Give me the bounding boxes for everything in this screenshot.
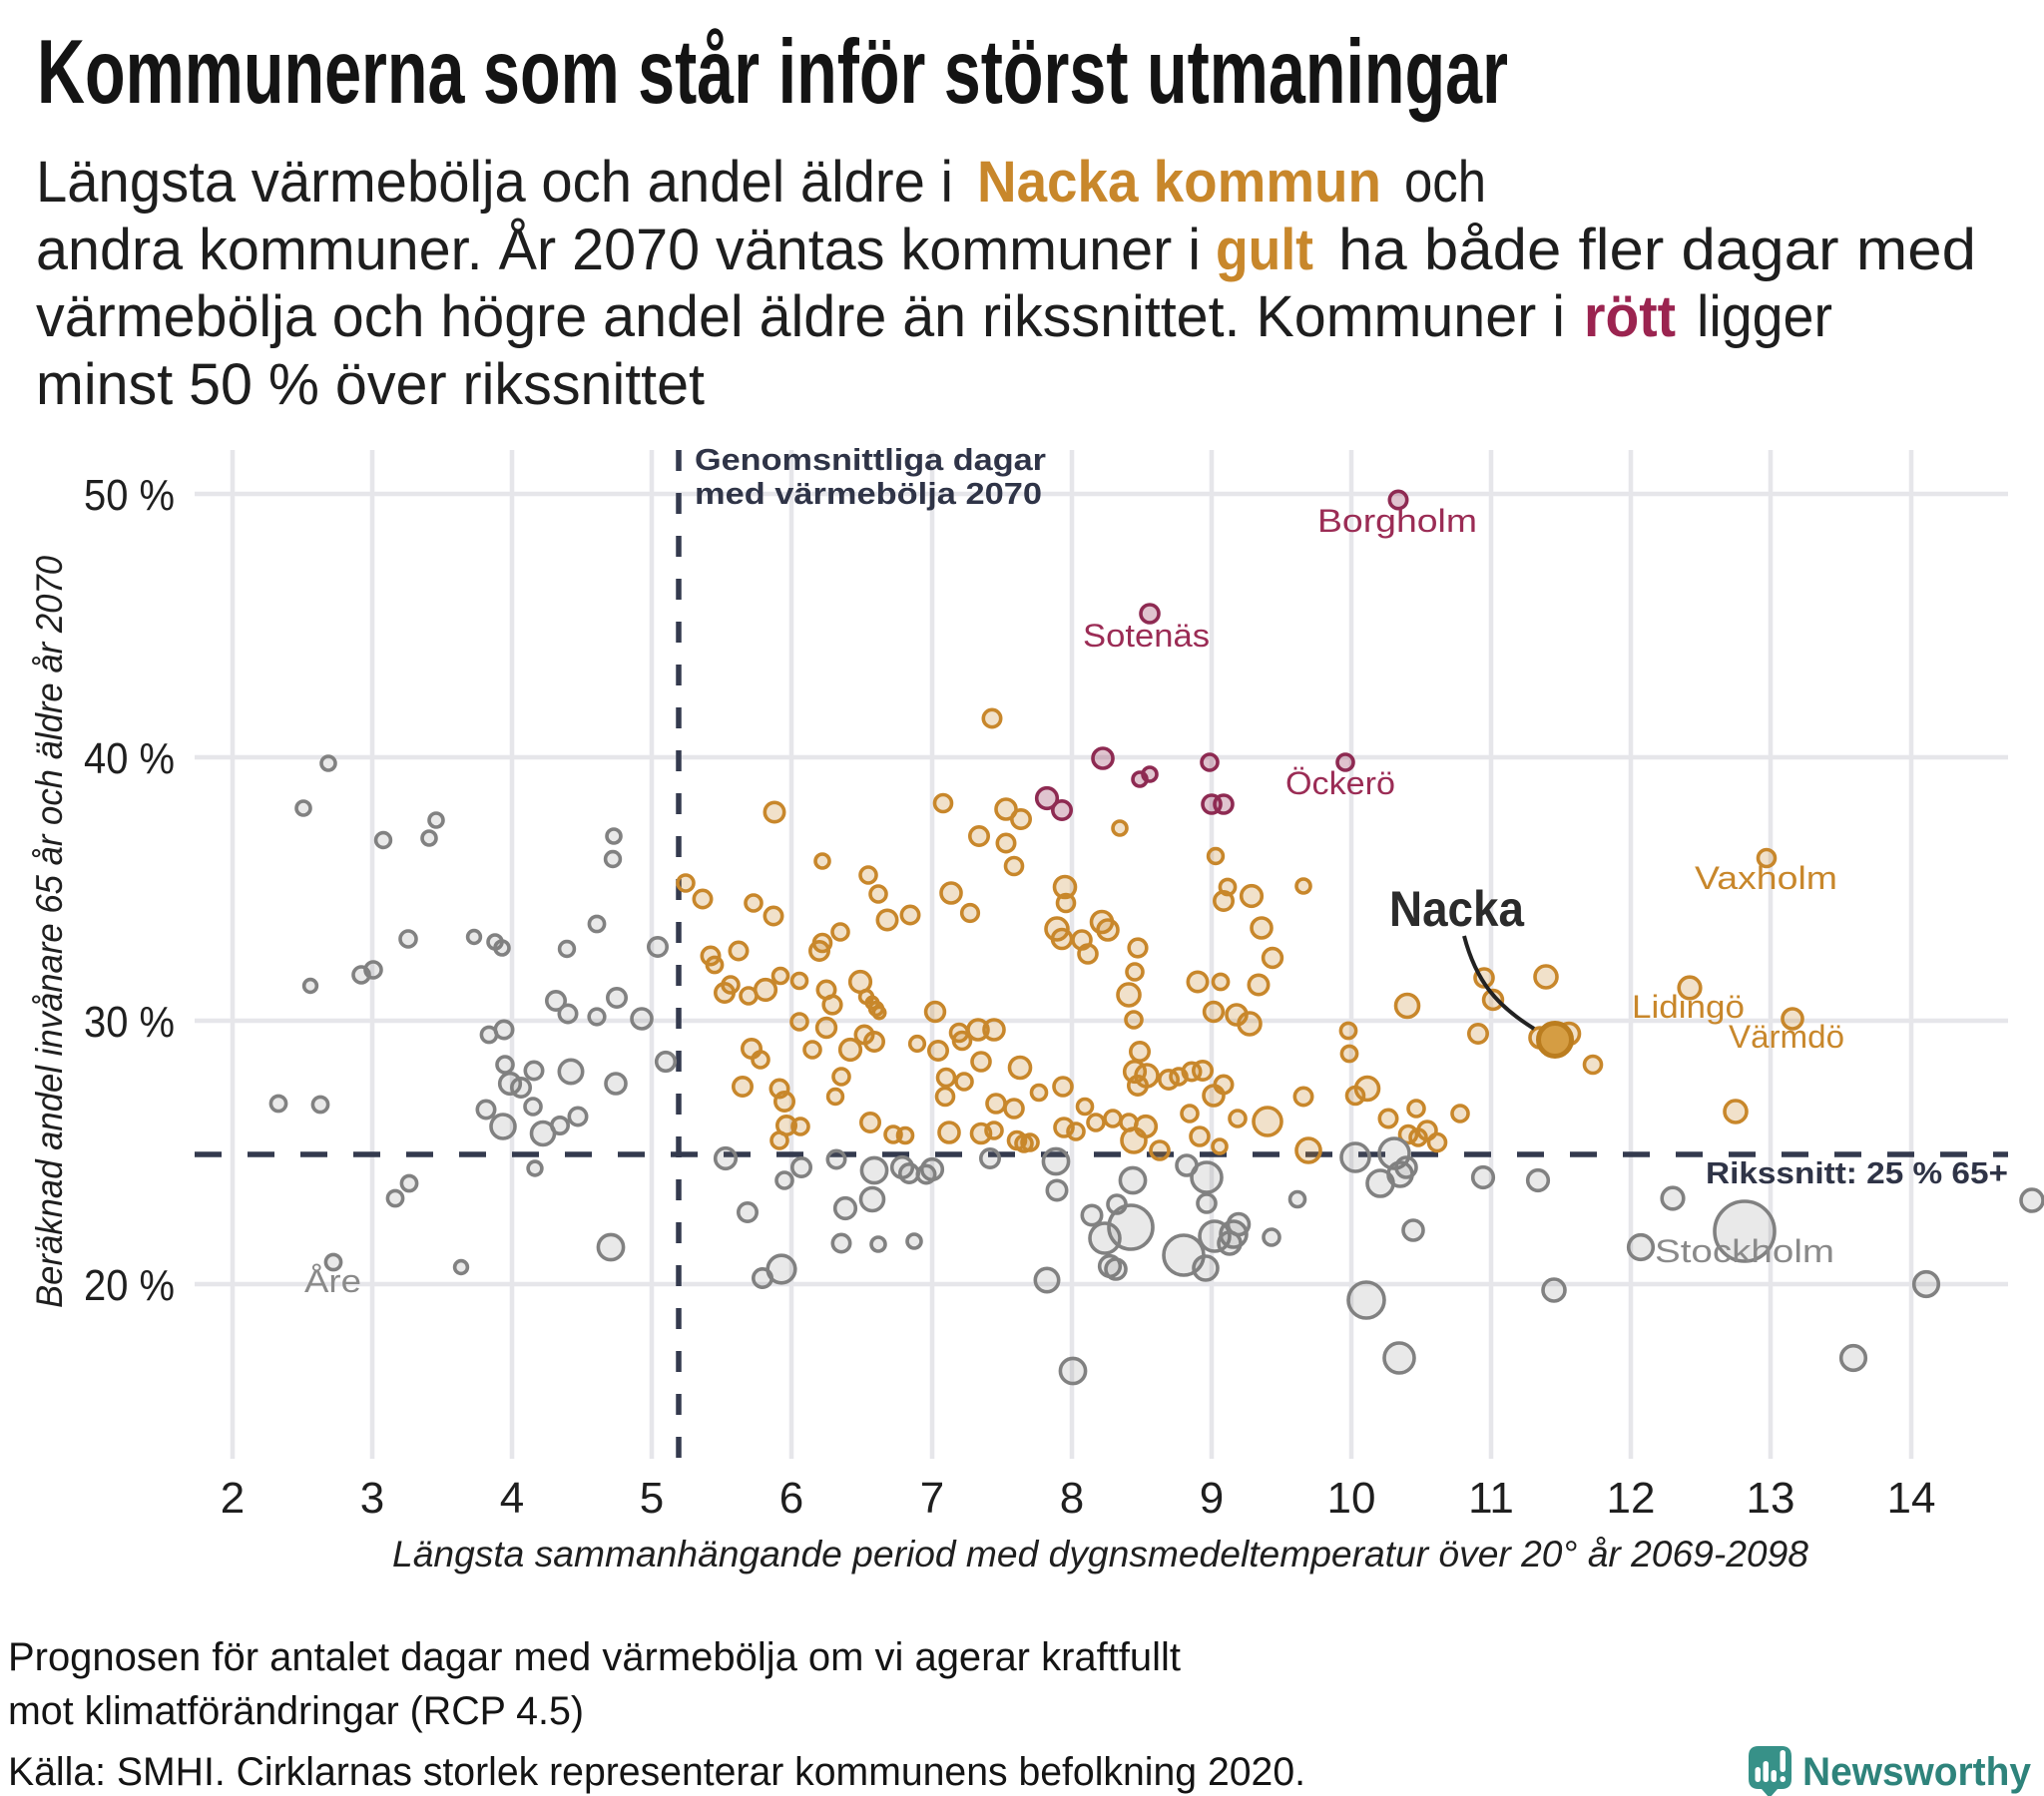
svg-text:Beräknad andel invånare 65 år: Beräknad andel invånare 65 år och äldre … — [29, 556, 70, 1308]
svg-text:Längsta sammanhängande period: Längsta sammanhängande period med dygnsm… — [392, 1534, 1808, 1574]
svg-text:andra kommuner. År 2070 väntas: andra kommuner. År 2070 väntas kommuner … — [36, 218, 1201, 282]
svg-text:Lidingö: Lidingö — [1632, 989, 1745, 1025]
svg-text:Newsworthy: Newsworthy — [1802, 1750, 2032, 1794]
svg-text:2: 2 — [221, 1474, 245, 1523]
svg-text:8: 8 — [1060, 1474, 1084, 1523]
svg-text:Åre: Åre — [304, 1263, 361, 1299]
svg-text:20 %: 20 % — [84, 1261, 175, 1310]
svg-text:Nacka kommun: Nacka kommun — [977, 150, 1381, 215]
svg-text:Genomsnittliga dagar: Genomsnittliga dagar — [695, 442, 1046, 477]
svg-text:4: 4 — [500, 1474, 524, 1523]
svg-text:minst 50 % över rikssnittet: minst 50 % över rikssnittet — [36, 352, 705, 417]
svg-text:Öckerö: Öckerö — [1285, 765, 1395, 801]
svg-text:6: 6 — [779, 1474, 803, 1523]
svg-text:Källa: SMHI. Cirklarnas storle: Källa: SMHI. Cirklarnas storlek represen… — [8, 1750, 1305, 1794]
svg-text:ha både fler dagar med: ha både fler dagar med — [1338, 218, 1976, 282]
svg-text:3: 3 — [360, 1474, 384, 1523]
svg-text:Kommunerna som står inför stör: Kommunerna som står inför störst utmanin… — [37, 22, 1508, 123]
svg-text:Värmdö: Värmdö — [1729, 1019, 1844, 1055]
svg-text:rött: rött — [1584, 284, 1676, 349]
svg-text:Rikssnitt: 25 % 65+: Rikssnitt: 25 % 65+ — [1706, 1155, 2008, 1190]
svg-text:Stockholm: Stockholm — [1655, 1233, 1834, 1269]
svg-text:12: 12 — [1607, 1474, 1656, 1523]
svg-text:40 %: 40 % — [84, 734, 175, 783]
svg-text:ligger: ligger — [1697, 284, 1832, 349]
svg-text:Prognosen för antalet dagar me: Prognosen för antalet dagar med värmeböl… — [8, 1635, 1181, 1679]
svg-text:gult: gult — [1216, 218, 1313, 282]
svg-text:50 %: 50 % — [84, 471, 175, 520]
svg-text:10: 10 — [1327, 1474, 1376, 1523]
svg-text:13: 13 — [1747, 1474, 1795, 1523]
svg-text:värmebölja och högre andel äld: värmebölja och högre andel äldre än riks… — [36, 284, 1565, 349]
svg-text:5: 5 — [640, 1474, 664, 1523]
svg-text:Vaxholm: Vaxholm — [1695, 860, 1837, 896]
svg-text:9: 9 — [1200, 1474, 1224, 1523]
svg-text:och: och — [1404, 150, 1486, 215]
svg-text:mot klimatförändringar (RCP 4.: mot klimatförändringar (RCP 4.5) — [8, 1689, 584, 1733]
svg-text:Längsta värmebölja och andel ä: Längsta värmebölja och andel äldre i — [36, 150, 953, 215]
svg-text:Nacka: Nacka — [1389, 881, 1525, 937]
svg-text:Sotenäs: Sotenäs — [1083, 618, 1210, 654]
svg-text:med värmebölja 2070: med värmebölja 2070 — [695, 476, 1042, 511]
svg-text:7: 7 — [920, 1474, 944, 1523]
svg-text:30 %: 30 % — [84, 998, 175, 1047]
svg-text:11: 11 — [1468, 1474, 1514, 1523]
svg-text:Borgholm: Borgholm — [1317, 503, 1477, 539]
svg-text:14: 14 — [1887, 1474, 1936, 1523]
